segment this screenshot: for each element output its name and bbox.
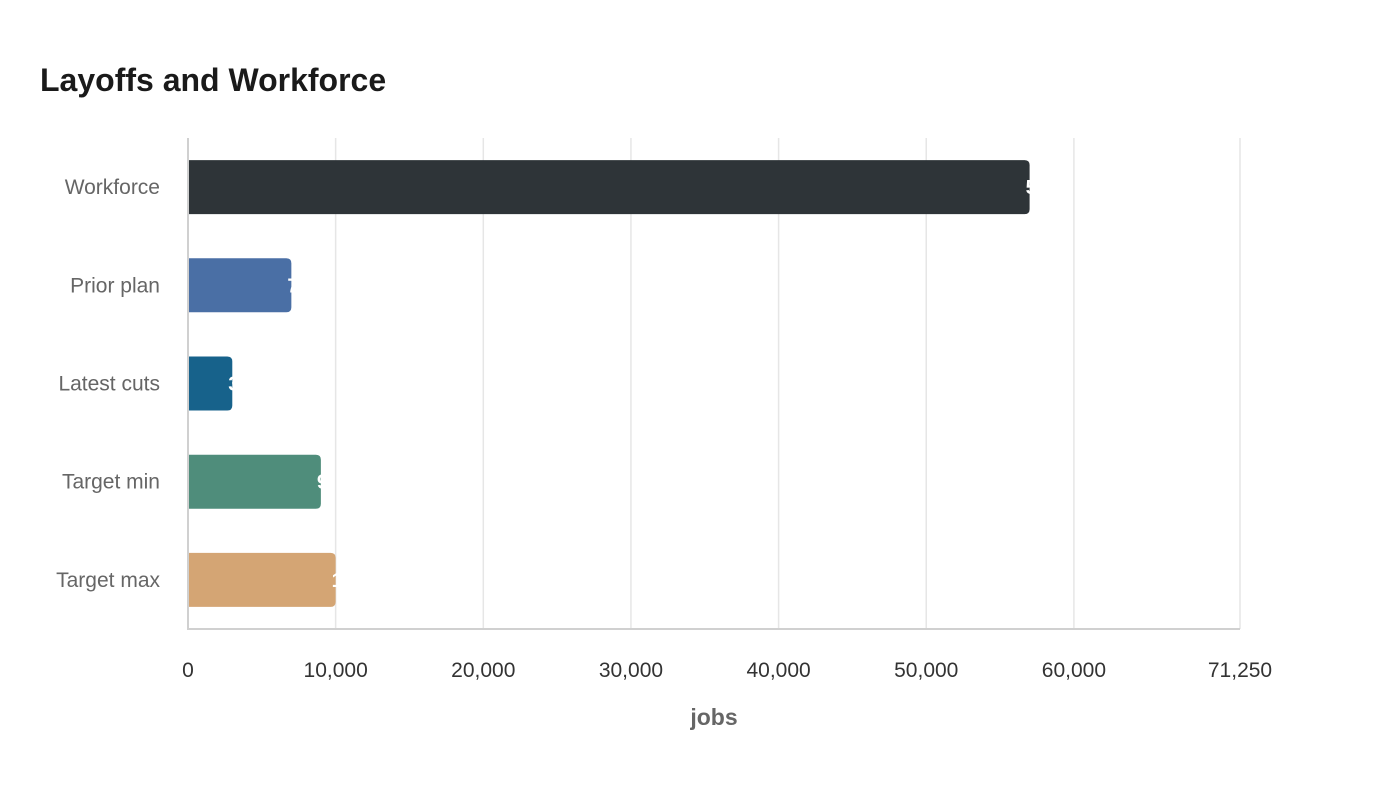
x-tick-label: 60,000 <box>1042 659 1106 682</box>
category-label: Prior plan <box>70 274 160 297</box>
category-label: Target max <box>56 569 160 592</box>
x-tick-labels: 0 10,000 20,000 30,000 40,000 50,000 60,000 71,… <box>182 659 1272 682</box>
x-tick-label: 71,250 <box>1208 659 1272 682</box>
data-label: 5 <box>1026 177 1037 199</box>
data-label: 1 <box>332 570 343 592</box>
category-label: Workforce <box>65 176 160 199</box>
data-labels: 5 7 3 9 1 <box>228 177 1036 592</box>
x-tick-label: 50,000 <box>894 659 958 682</box>
bar <box>188 258 292 313</box>
chart-title: Layoffs and Workforce <box>40 62 387 98</box>
bar <box>188 356 233 411</box>
gridlines <box>334 138 1241 629</box>
data-label: 9 <box>317 472 328 494</box>
axes <box>187 138 1240 630</box>
bar <box>188 552 336 607</box>
data-label: 3 <box>228 374 239 396</box>
bar <box>188 454 321 509</box>
x-tick-label: 40,000 <box>746 659 810 682</box>
data-label: 7 <box>287 275 298 297</box>
category-labels: Workforce Prior plan Latest cuts Target min… <box>56 176 160 592</box>
x-tick-label: 20,000 <box>451 659 515 682</box>
x-tick-label: 10,000 <box>304 659 368 682</box>
x-axis-title: jobs <box>689 704 737 730</box>
bars <box>188 160 1030 607</box>
category-label: Target min <box>62 471 160 494</box>
category-label: Latest cuts <box>58 373 160 396</box>
x-tick-label: 0 <box>182 659 194 682</box>
bar <box>188 160 1030 215</box>
x-tick-label: 30,000 <box>599 659 663 682</box>
